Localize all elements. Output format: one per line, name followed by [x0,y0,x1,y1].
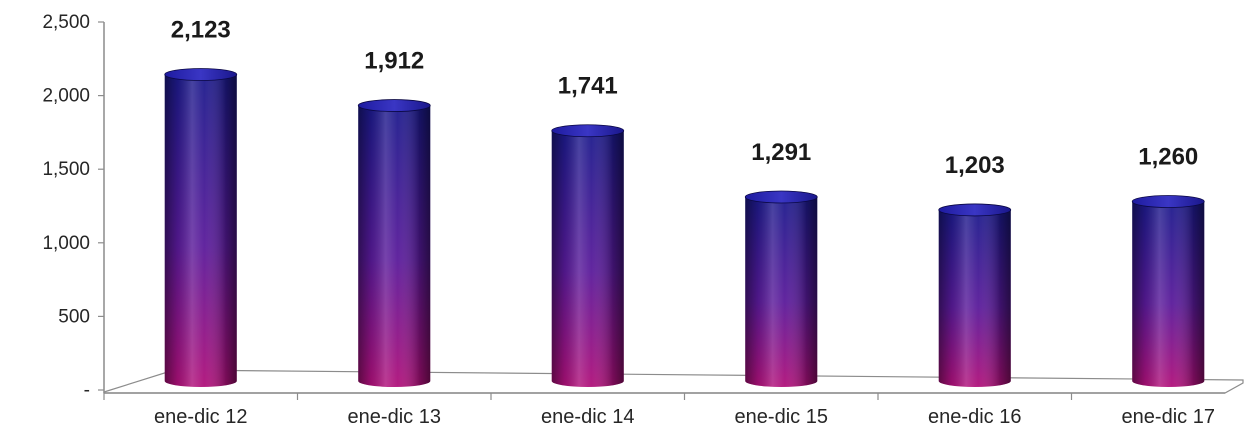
bar-shading [938,209,1011,387]
category-label: ene-dic 14 [541,406,634,428]
axes [103,22,1244,394]
bar-top-cap [551,124,625,138]
y-tick-label: 2,000 [42,86,90,107]
data-label: 2,123 [171,16,231,43]
data-label: 1,741 [558,73,618,100]
category-label: ene-dic 12 [154,406,247,428]
y-tick-label: 1,000 [42,233,90,254]
bar [551,124,625,387]
y-tick-label: - [84,380,90,401]
bar-shading [164,74,237,388]
bar [938,203,1012,387]
bar-top-cap [357,99,431,112]
y-ticks: - 500 1,000 1,500 2,000 2,500 [42,12,104,401]
data-labels: 2,123 1,912 1,741 1,291 1,203 1,260 [171,16,1199,178]
bar-top-cap [744,190,818,204]
y-tick-label: 2,500 [42,12,90,33]
data-label: 1,203 [945,152,1005,179]
data-label: 1,912 [364,48,424,75]
bar [164,68,238,388]
category-label: ene-dic 17 [1122,406,1215,428]
bar-top-cap [938,203,1012,217]
data-label: 1,260 [1138,144,1198,171]
bar-top-cap [164,68,238,81]
category-label: ene-dic 16 [928,406,1021,428]
bars [164,68,1205,388]
floor-plane [103,369,1244,394]
bar-top-cap [1131,195,1205,208]
bar-shading [551,130,624,387]
bar [1131,195,1205,387]
category-labels: ene-dic 12 ene-dic 13 ene-dic 14 ene-dic 15… [154,406,1215,428]
category-label: ene-dic 15 [735,406,828,428]
bar-shading [358,105,431,388]
bar [357,99,431,388]
data-label: 1,291 [751,139,811,166]
bar-shading [1132,201,1205,387]
bar-shading [745,196,818,387]
bar [744,190,818,387]
y-tick-label: 500 [58,306,90,327]
category-label: ene-dic 13 [348,406,441,428]
x-ticks [103,393,1073,400]
y-tick-label: 1,500 [42,159,90,180]
